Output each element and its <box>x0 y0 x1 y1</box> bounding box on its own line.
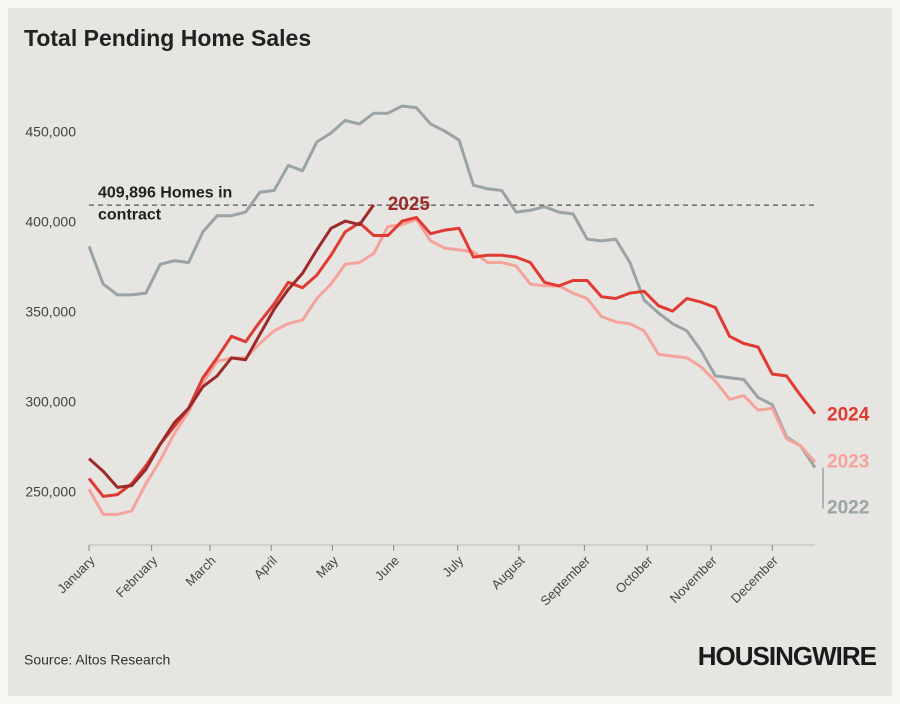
series-line <box>87 216 817 498</box>
series-line <box>87 217 817 516</box>
source: Source: Altos Research <box>24 652 170 668</box>
chart-title: Total Pending Home Sales <box>24 25 311 51</box>
y-tick-label: 450,000 <box>25 124 76 140</box>
reference-label: 409,896 Homes in <box>98 184 232 201</box>
reference-label: contract <box>98 206 162 223</box>
series-end-label: 2023 <box>827 451 869 472</box>
y-tick-label: 400,000 <box>25 214 76 230</box>
series-end-label: 2022 <box>827 498 869 519</box>
series-end-label: 2024 <box>827 405 870 426</box>
series-line <box>88 204 375 489</box>
panel <box>8 8 892 696</box>
y-tick-label: 250,000 <box>25 484 76 500</box>
y-tick-label: 350,000 <box>25 304 76 320</box>
series-end-label: 2025 <box>388 194 431 215</box>
y-tick-label: 300,000 <box>25 394 76 410</box>
series-line <box>87 104 817 469</box>
brand-logo: HOUSINGWIRE <box>698 641 877 671</box>
